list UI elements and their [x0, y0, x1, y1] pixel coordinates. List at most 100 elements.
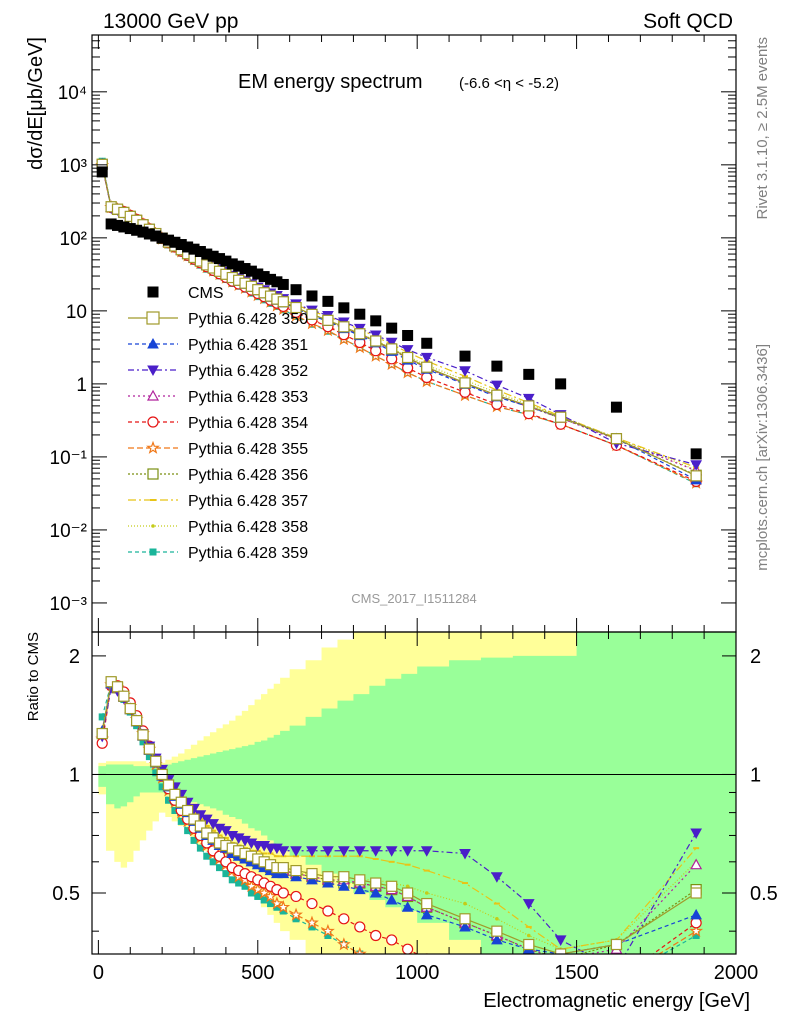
series-point: [338, 321, 350, 333]
ratio-point: [690, 887, 702, 899]
ratio-point: [526, 933, 531, 938]
ratio-point: [96, 727, 108, 740]
header-right-label: Soft QCD: [643, 10, 733, 33]
ratio-point: [354, 921, 366, 933]
ratio-point: [370, 877, 382, 889]
ratio-point: [321, 923, 335, 938]
ratio-point: [401, 901, 414, 912]
cms-point: [370, 315, 382, 327]
series-point: [420, 352, 433, 364]
series-point: [386, 343, 398, 355]
rivet-version-label: Rivet 3.1.10, ≥ 2.5M events: [754, 37, 771, 220]
series-point: [421, 361, 433, 373]
series-point: [322, 314, 334, 326]
series-point: [690, 470, 702, 482]
cms-point: [322, 295, 334, 307]
ratio-point: [385, 846, 398, 857]
cms-point: [290, 284, 302, 296]
ratio-point: [523, 938, 535, 951]
ratio-point: [338, 846, 350, 857]
ratio-point: [386, 934, 398, 946]
ratio-point: [495, 916, 499, 921]
ratio-point: [554, 935, 567, 946]
ratio-panel-series: [95, 676, 704, 991]
ratio-point: [402, 887, 414, 899]
series-1-ratio: [96, 676, 702, 954]
series-point: [523, 400, 535, 412]
series-point: [555, 411, 567, 423]
ratio-point: [389, 966, 395, 972]
ratio-point: [462, 983, 468, 989]
ratio-point: [371, 959, 381, 969]
ratio-point: [420, 908, 433, 920]
main-y-tick-label: 10⁻³: [50, 594, 88, 615]
series-point: [522, 393, 535, 405]
main-y-tick-label: 10³: [60, 156, 87, 177]
x-tick-label: 1000: [395, 962, 440, 984]
ratio-point: [190, 836, 198, 844]
legend-marker: [147, 416, 159, 428]
cms-point: [338, 302, 350, 314]
x-tick-label: 500: [241, 962, 274, 984]
series-point: [385, 337, 398, 349]
series-point: [491, 389, 503, 401]
ratio-point: [690, 858, 703, 870]
legend-entry: Pythia 6.428 357: [128, 493, 308, 510]
ratio-inner-band: [98, 632, 736, 954]
ratio-point: [131, 715, 143, 727]
ratio-point: [169, 788, 181, 800]
cms-point: [386, 322, 398, 334]
ratio-point: [290, 864, 302, 877]
legend-marker: [146, 440, 160, 454]
ratio-y-tick-label: 2: [69, 646, 80, 668]
main-y-tick-label: 10⁻²: [50, 521, 88, 542]
cms-point: [610, 401, 622, 413]
x-axis-label: Electromagnetic energy [GeV]: [483, 990, 750, 1012]
ratio-y-tick-label: 2: [750, 646, 761, 668]
cms-point: [690, 448, 702, 460]
ratio-point: [143, 743, 155, 755]
ratio-point: [611, 975, 621, 985]
ratio-point: [459, 848, 471, 860]
mcplots-source-label: mcplots.cern.ch [arXiv:1306.3436]: [754, 344, 771, 571]
cms-point: [555, 378, 567, 390]
ratio-point: [420, 846, 433, 857]
legend-entry: Pythia 6.428 350: [128, 311, 308, 328]
legend-label: Pythia 6.428 352: [188, 363, 308, 380]
legend-entry: CMS: [147, 285, 224, 302]
header-left-label: 13000 GeV pp: [103, 10, 238, 33]
axes-ticks: 10⁻³ 10⁻² 10⁻¹ 1 10 10² 10³ 10⁴ 0 500 1000 1500 2000…: [50, 35, 778, 984]
legend-label: Pythia 6.428 354: [188, 415, 308, 432]
series-point: [491, 380, 503, 392]
ratio-y-axis-label: Ratio to CMS: [25, 632, 42, 721]
ratio-point: [188, 813, 200, 825]
analysis-watermark: CMS_2017_I1511284: [351, 591, 477, 606]
series-point: [306, 308, 318, 320]
ratio-point: [369, 886, 382, 898]
ratio-point: [421, 897, 433, 910]
ratio-point: [690, 908, 702, 920]
ratio-point: [203, 852, 211, 860]
ratio-point: [385, 893, 398, 905]
cms-point: [459, 350, 471, 362]
ratio-point: [460, 981, 470, 991]
ratio-point: [137, 729, 149, 741]
ratio-point: [277, 846, 290, 857]
ratio-point: [370, 929, 382, 942]
legend-label: Pythia 6.428 350: [188, 311, 308, 328]
cms-point: [277, 278, 289, 290]
series-point: [421, 371, 433, 384]
legend-entry: Pythia 6.428 356: [128, 467, 308, 484]
ratio-point: [491, 872, 503, 883]
legend-label: Pythia 6.428 359: [188, 545, 308, 562]
legend: CMS Pythia 6.428 350 Pythia 6.428 351 Pythi…: [128, 285, 308, 562]
ratio-point: [111, 681, 124, 693]
ratio-point: [182, 804, 194, 817]
ratio-panel-frame: [91, 631, 737, 955]
ratio-y-tick-label: 1: [69, 764, 80, 786]
series-point: [402, 351, 414, 364]
ratio-point: [373, 961, 379, 967]
ratio-point: [306, 897, 318, 910]
ratio-point: [150, 755, 162, 767]
ratio-point: [460, 964, 470, 974]
